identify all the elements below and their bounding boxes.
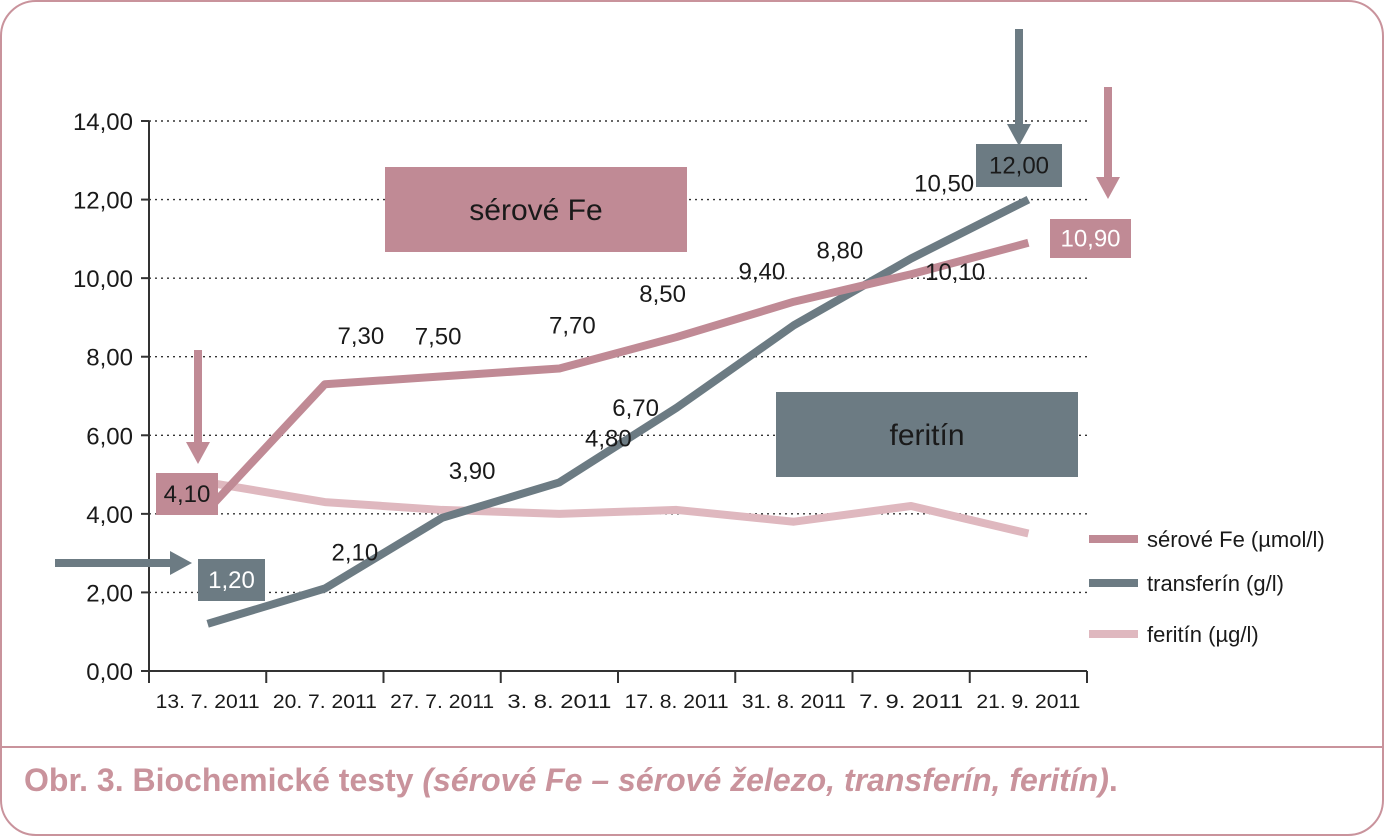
x-tick-label: 17. 8. 2011 [625,692,729,713]
x-tick-label: 21. 9. 2011 [976,692,1080,713]
line-chart: 0,00 2,00 4,00 6,00 8,00 10,00 12,00 14,00 13. 7… [55,29,1325,713]
caption-suffix: . [1108,762,1118,798]
data-label-transferin: 6,70 [612,395,659,422]
y-tick-label: 8,00 [86,345,133,372]
y-tick-label: 6,00 [86,423,133,450]
figure-caption: Obr. 3. Biochemické testy (sérové Fe – s… [24,762,1118,799]
legend-entry: transferín (g/l) [1147,571,1284,596]
data-label-fe: 7,70 [549,313,596,340]
y-tick-label: 12,00 [73,188,133,215]
y-tick-label: 0,00 [86,659,133,686]
data-label-transferin-end-box [976,144,1062,187]
data-label-fe: 7,50 [415,323,462,350]
data-label-fe: 7,30 [338,323,385,350]
feritin-annotation-label: feritín [889,419,964,452]
y-tick-label: 4,00 [86,502,133,529]
series-line-transferin [206,195,1031,628]
legend-entry: feritín (µg/l) [1147,622,1259,647]
series-line-fe [204,238,1030,513]
caption-prefix: Obr. 3. Biochemické testy [24,762,423,798]
data-label-transferin-start: 1,20 [208,567,255,594]
arrow-transferin-end-head [1007,124,1031,146]
fe-annotation-box [385,167,687,252]
arrow-fe-end-head [1096,177,1120,199]
x-tick-label: 31. 8. 2011 [742,692,846,713]
x-tick-label: 3. 8. 2011 [507,692,611,713]
caption-italic: (sérové Fe – sérové železo, transferín, … [422,762,1109,798]
y-tick-label: 2,00 [86,580,133,607]
x-tick-label: 27. 7. 2011 [390,692,494,713]
caption-divider [2,746,1382,748]
data-label-fe-end: 10,90 [1060,226,1120,253]
data-label-fe: 10,10 [925,259,985,286]
series-line-feritin [206,478,1030,538]
arrow-fe-start-head [186,442,210,464]
data-label-fe: 9,40 [739,259,786,286]
y-tick-label: 14,00 [73,109,133,136]
data-label-transferin: 2,10 [332,540,379,567]
fe-annotation-label: sérové Fe [469,194,602,227]
data-label-transferin: 10,50 [914,171,974,198]
data-label-transferin: 3,90 [449,458,496,485]
y-tick-label: 10,00 [73,266,133,293]
data-label-transferin: 4,80 [585,425,632,452]
x-tick-label: 7. 9. 2011 [859,692,963,713]
data-label-transferin: 8,80 [817,237,864,264]
x-tick-label: 13. 7. 2011 [156,692,260,713]
x-tick-label: 20. 7. 2011 [273,692,377,713]
data-label-transferin-start-box [198,559,265,601]
data-label-fe-start-box [156,473,218,515]
legend-entry: sérové Fe (µmol/l) [1147,527,1325,552]
data-label-fe-start: 4,10 [164,481,211,508]
feritin-annotation-box [776,392,1078,477]
data-label-fe-end-box [1050,219,1131,258]
data-label-fe: 8,50 [639,281,686,308]
data-label-transferin-end: 12,00 [989,153,1049,180]
arrow-transferin-start-head [170,551,192,575]
